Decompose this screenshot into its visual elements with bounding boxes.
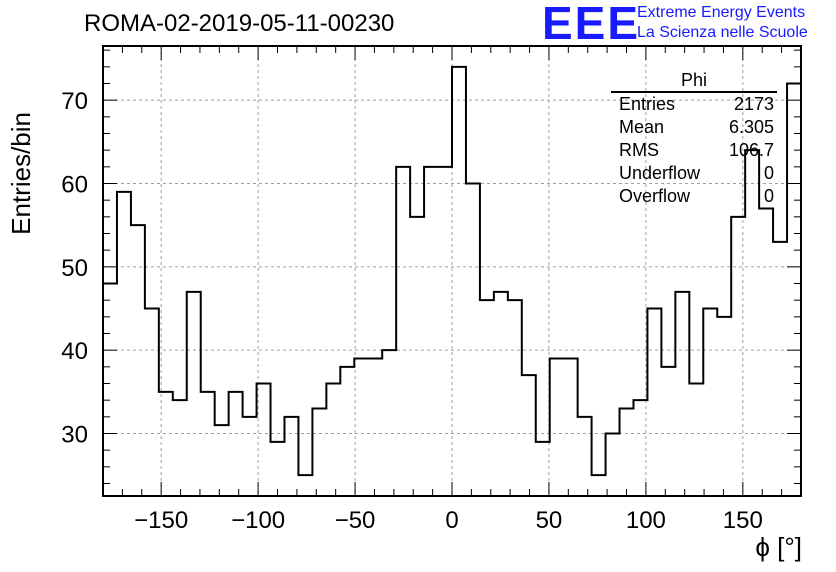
histogram-series [103, 65, 801, 477]
stats-row: Entries 2173 [611, 93, 777, 116]
x-tick-label: −50 [335, 507, 376, 534]
stats-name: Phi [611, 70, 777, 93]
stats-box: Phi Entries 2173 Mean 6.305 RMS 106.7 Under… [611, 70, 777, 208]
stats-label: Entries [619, 94, 676, 114]
x-tick-label: 100 [626, 507, 666, 534]
y-tick-label: 50 [61, 255, 88, 282]
eee-logo: EEE [542, 0, 641, 49]
x-tick-label: −150 [134, 507, 188, 534]
y-axis-label: Entries/bin [6, 112, 36, 235]
stats-row: Underflow 0 [611, 162, 777, 185]
stats-row: Overflow 0 [611, 185, 777, 208]
stats-row: Mean 6.305 [611, 116, 777, 139]
y-tick-label: 30 [61, 422, 88, 449]
stats-label: Overflow [619, 186, 691, 206]
x-axis-label: ϕ [°] [755, 532, 802, 562]
x-tick-label: 0 [445, 507, 458, 534]
stats-label: RMS [619, 140, 659, 160]
x-tick-label: 50 [536, 507, 563, 534]
stats-label: Underflow [619, 163, 701, 183]
y-tick-label: 70 [61, 88, 88, 115]
stats-value: 2173 [733, 94, 774, 114]
stats-value: 106.7 [728, 140, 774, 160]
y-tick-label: 40 [61, 338, 88, 365]
logo-line-2: La Scienza nelle Scuole [637, 24, 808, 41]
chart-title: ROMA-02-2019-05-11-00230 [84, 10, 395, 37]
stats-value: 0 [763, 163, 774, 183]
stats-label: Mean [619, 117, 665, 137]
x-tick-label: −100 [231, 507, 285, 534]
plot-frame [102, 45, 802, 497]
x-tick-label: 150 [723, 507, 763, 534]
y-tick-label: 60 [61, 172, 88, 199]
stats-row: RMS 106.7 [611, 139, 777, 162]
stats-value: 0 [763, 186, 774, 206]
stats-value: 6.305 [728, 117, 774, 137]
logo-line-1: Extreme Energy Events [637, 4, 806, 21]
